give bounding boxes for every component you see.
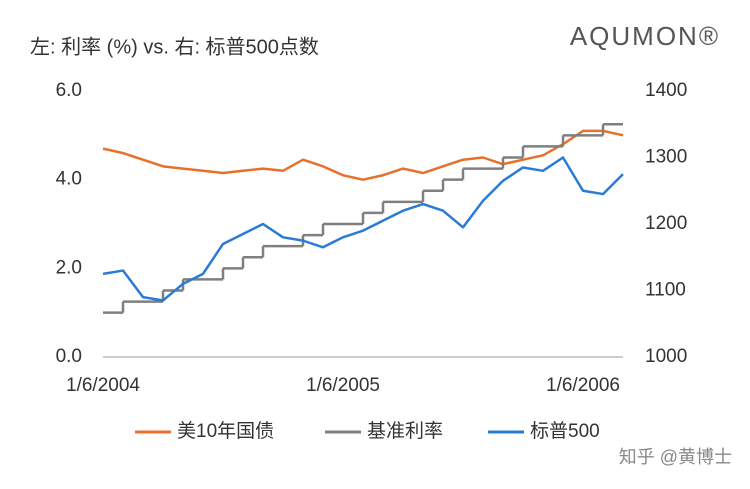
- legend-label: 基准利率: [367, 420, 443, 442]
- x-tick-label: 1/6/2005: [306, 375, 380, 396]
- y2-tick-label: 1300: [645, 147, 687, 168]
- watermark: 知乎 @黄博士: [619, 447, 732, 467]
- chart-title: 左: 利率 (%) vs. 右: 标普500点数: [30, 35, 319, 58]
- brand-logo: AQUMON®: [570, 21, 720, 51]
- legend-label: 标普500: [530, 420, 600, 442]
- y-tick-label: 6.0: [56, 80, 82, 101]
- y2-tick-label: 1000: [645, 346, 687, 367]
- legend-label: 美10年国债: [177, 420, 274, 442]
- y-tick-label: 2.0: [56, 257, 82, 278]
- y2-tick-label: 1400: [645, 80, 687, 101]
- x-tick-label: 1/6/2004: [66, 375, 140, 396]
- y-tick-label: 0.0: [56, 346, 82, 367]
- y2-tick-label: 1200: [645, 213, 687, 234]
- series-line: [102, 156, 624, 302]
- series-line: [102, 129, 624, 181]
- x-tick-label: 1/6/2006: [546, 375, 620, 396]
- y-tick-label: 4.0: [56, 169, 82, 190]
- y2-tick-label: 1100: [645, 280, 686, 301]
